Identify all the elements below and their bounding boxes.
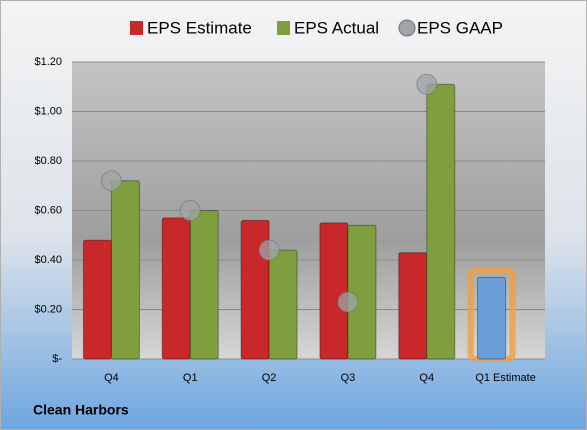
x-tick-label: Q1 (183, 372, 198, 384)
y-tick-label: $0.20 (34, 303, 62, 315)
x-tick-label: Q3 (341, 372, 356, 384)
bar (161, 217, 191, 360)
bar (477, 276, 507, 360)
bar (110, 180, 140, 360)
chart-title: Clean Harbors (33, 402, 129, 418)
bar (347, 224, 377, 360)
gaap-marker (100, 170, 122, 192)
legend-swatch (398, 19, 416, 37)
x-tick-label: Q2 (262, 372, 277, 384)
y-tick-label: $0.40 (34, 254, 62, 266)
gaap-marker (179, 200, 201, 221)
bar (426, 83, 456, 360)
y-tick-label: $1.00 (34, 105, 62, 117)
legend-label: EPS GAAP (417, 18, 503, 37)
y-tick-label: $0.60 (34, 204, 62, 216)
legend-label: EPS Actual (294, 18, 379, 37)
legend-swatch (277, 21, 290, 35)
legend-label: EPS Estimate (147, 18, 252, 37)
gaap-marker (416, 73, 438, 95)
y-tick-label: $1.20 (34, 56, 62, 68)
bar (319, 222, 349, 360)
bar (398, 252, 428, 360)
y-tick-label: $- (52, 353, 62, 365)
x-tick-label: Q4 (104, 372, 119, 384)
bar (189, 210, 219, 360)
bar (82, 239, 112, 360)
legend-swatch (130, 21, 143, 35)
bar (268, 249, 298, 360)
gaap-marker (258, 239, 280, 261)
gaap-marker (337, 291, 359, 313)
y-tick-label: $0.80 (34, 155, 62, 167)
x-tick-label: Q4 (419, 372, 434, 384)
x-tick-label: Q1 Estimate (475, 372, 536, 384)
